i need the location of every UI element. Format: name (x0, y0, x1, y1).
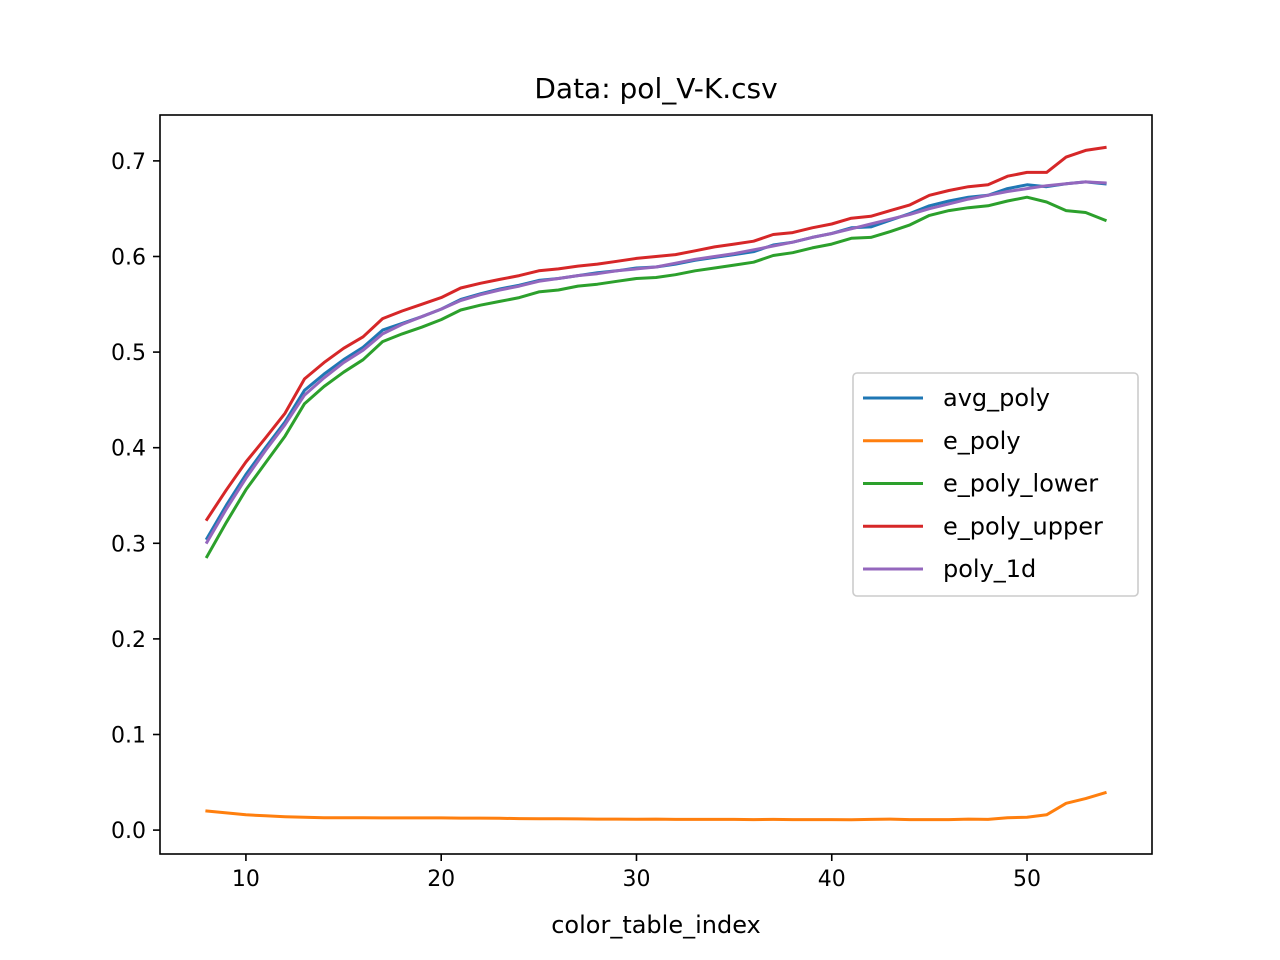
legend-label-e_poly_lower: e_poly_lower (943, 470, 1098, 498)
series-line-e_poly_upper (204, 145, 1107, 522)
plot-area (159, 114, 1153, 855)
legend: avg_poly e_poly e_poly_lower e_poly_upperpo… (852, 372, 1139, 597)
legend-box (852, 372, 1139, 597)
x-tick-label: 40 (818, 867, 846, 892)
y-axis: 0.0 0.1 0.2 0.3 0.4 0.5 0.6 0.7 (111, 150, 160, 844)
y-tick-label: 0.3 (111, 532, 146, 557)
x-axis-label: color_table_index (551, 911, 761, 939)
x-tick-label: 10 (232, 867, 260, 892)
y-tick-label: 0.2 (111, 628, 146, 653)
legend-label-e_poly: e_poly (943, 427, 1021, 455)
legend-label-e_poly_upper: e_poly_upper (943, 512, 1103, 540)
series-line-poly_1d (204, 180, 1107, 545)
y-tick-label: 0.5 (111, 341, 146, 366)
legend-label-avg_poly: avg_poly (943, 384, 1050, 412)
y-tick-label: 0.6 (111, 245, 146, 270)
x-tick-label: 30 (622, 867, 650, 892)
legend-label-poly_1d: poly_1d (943, 555, 1036, 583)
y-tick-label: 0.1 (111, 723, 146, 748)
x-axis: 10 20 30 40 50 (232, 854, 1041, 892)
axes-frame (159, 114, 1153, 855)
y-tick-label: 0.0 (111, 819, 146, 844)
series-line-e_poly_lower (204, 195, 1108, 559)
x-tick-label: 20 (427, 867, 455, 892)
y-tick-label: 0.4 (111, 437, 146, 462)
series-line-e_poly (205, 790, 1107, 822)
chart-title: Data: pol_V-K.csv (534, 72, 777, 105)
x-tick-label: 50 (1013, 867, 1041, 892)
y-tick-label: 0.7 (111, 150, 146, 175)
